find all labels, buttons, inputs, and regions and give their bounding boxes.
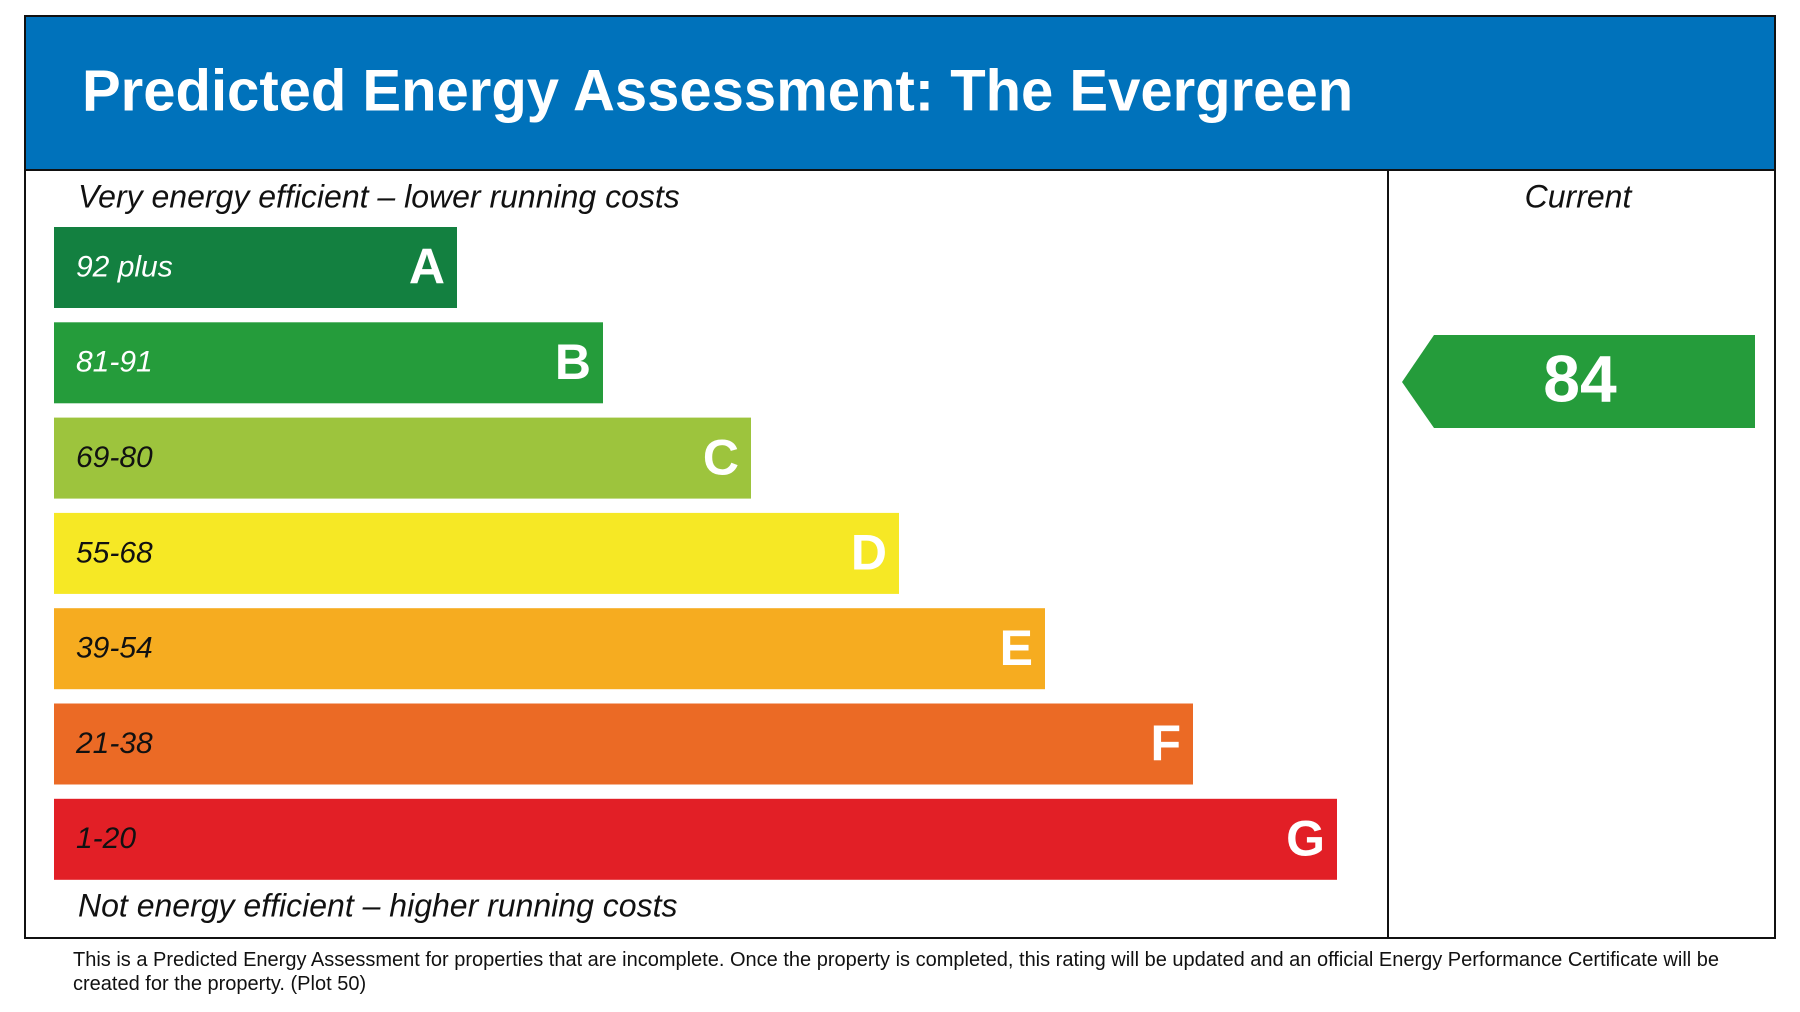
band-letter: A [409,239,445,295]
band-bar [54,798,1337,880]
current-arrow [1402,335,1755,428]
band-range: 39-54 [76,632,153,665]
band-letter: C [703,429,739,485]
title: Predicted Energy Assessment: The Evergre… [82,58,1353,123]
band-letter: B [555,334,591,390]
band-range: 21-38 [75,727,153,760]
band-letter: D [851,525,887,581]
band-range: 55-68 [76,536,153,569]
current-rating: 84 [1543,341,1617,415]
band-bar [54,227,457,308]
band-bar [54,703,1193,785]
band-range: 92 plus [76,250,173,283]
current-heading: Current [1525,178,1633,214]
band-range: 81-91 [76,346,153,379]
energy-diagram: Predicted Energy Assessment: The Evergre… [24,15,1776,939]
band-bar [54,322,603,404]
band-bar [54,417,751,499]
header-bar [26,17,1774,170]
top-note: Very energy efficient – lower running co… [78,178,680,214]
band-bar [54,512,899,594]
band-letter: G [1286,811,1325,867]
footnote: This is a Predicted Energy Assessment fo… [73,949,1720,995]
bottom-note: Not energy efficient – higher running co… [78,887,677,923]
band-bar [54,608,1045,690]
band-letter: F [1150,715,1181,771]
band-letter: E [1000,620,1033,676]
band-range: 1-20 [76,822,136,855]
band-range: 69-80 [76,441,153,474]
